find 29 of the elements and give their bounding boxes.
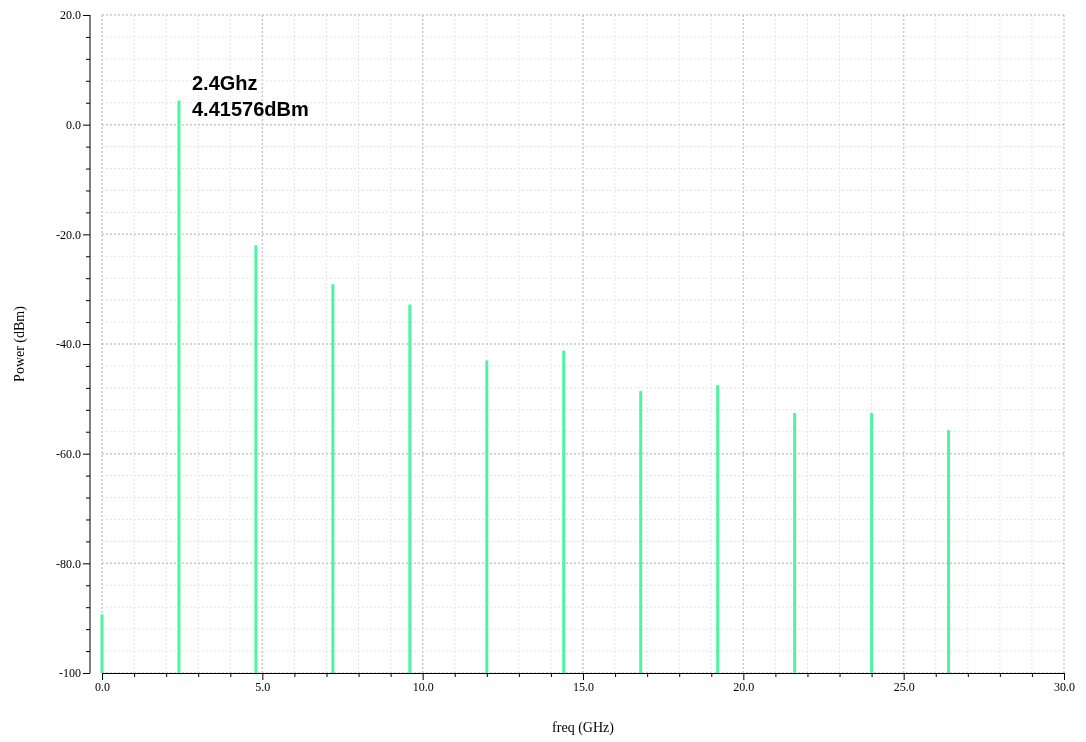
bar [562,350,566,673]
y-tick-label: -40.0 [56,337,81,352]
bar [870,413,874,673]
y-tick-label: 0.0 [66,118,81,133]
y-axis-title: Power (dBm) [12,305,28,382]
x-tick-label: 15.0 [573,679,594,694]
x-tick-label: 20.0 [733,679,755,694]
bar [331,284,335,673]
y-tick-label: -100 [59,666,81,681]
bar [254,245,258,673]
x-tick-label: 25.0 [893,679,915,694]
x-tick-label: 0.0 [95,679,110,694]
bar [793,413,797,673]
y-tick-label: -20.0 [56,227,81,242]
y-tick-label: -80.0 [56,556,81,571]
bar [716,385,720,673]
bar [177,100,181,673]
annotation: 2.4Ghz 4.41576dBm [191,72,309,121]
bar [485,360,489,673]
y-tick-label: 20.0 [60,8,81,23]
x-tick-label: 10.0 [412,679,434,694]
bar [639,391,643,673]
x-axis-title: freq (GHz) [552,720,615,736]
bar [947,430,951,673]
y-tick-label: -60.0 [56,447,81,462]
bar [408,304,412,673]
x-tick-label: 30.0 [1054,679,1075,694]
x-tick-label: 5.0 [255,679,271,694]
bar [100,614,104,673]
